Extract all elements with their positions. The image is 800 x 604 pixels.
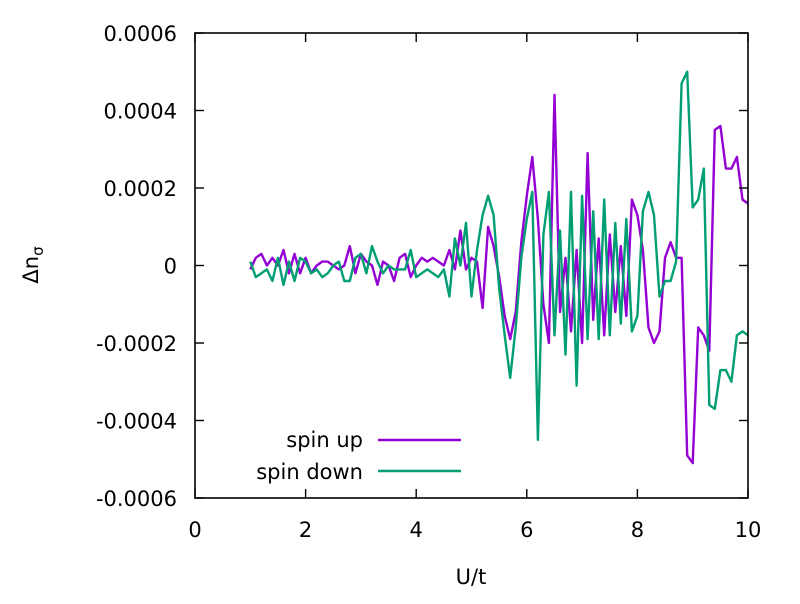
x-axis-title: U/t <box>456 565 487 589</box>
legend-label-spin-up: spin up <box>286 428 363 452</box>
y-tick-label: 0 <box>164 255 177 279</box>
y-tick-label: 0.0004 <box>104 100 177 124</box>
ticks-layer: 0 2 4 6 8 10 -0.0006 -0.0004 -0.0002 0 0.0002 0.000… <box>96 22 761 542</box>
x-tick-label: 0 <box>188 518 201 542</box>
y-tick-label: 0.0002 <box>104 177 177 201</box>
y-axis-title-main: Δn <box>19 256 43 284</box>
x-tick-label: 8 <box>631 518 644 542</box>
y-tick-label: 0.0006 <box>104 22 177 46</box>
legend-label-spin-down: spin down <box>256 460 363 484</box>
y-axis-title-subscript: σ <box>29 246 47 256</box>
x-tick-label: 6 <box>520 518 533 542</box>
series-layer <box>249 70 749 465</box>
y-axis-title: Δnσ <box>19 246 47 284</box>
plot-frame <box>194 32 749 499</box>
x-tick-label: 2 <box>299 518 312 542</box>
x-tick-label: 10 <box>735 518 762 542</box>
y-tick-label: -0.0006 <box>96 487 177 511</box>
x-tick-label: 4 <box>410 518 423 542</box>
series-line-spin-down <box>249 70 749 442</box>
y-tick-label: -0.0002 <box>96 332 177 356</box>
y-tick-label: -0.0004 <box>96 410 177 434</box>
legend: spin up spin down <box>256 428 461 484</box>
